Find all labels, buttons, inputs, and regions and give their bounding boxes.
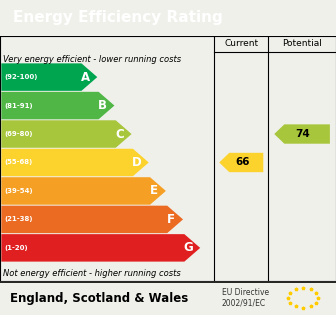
Text: E: E (150, 185, 158, 198)
Text: F: F (167, 213, 175, 226)
Polygon shape (1, 92, 115, 119)
Text: (39-54): (39-54) (4, 188, 33, 194)
Polygon shape (1, 206, 183, 233)
Text: Very energy efficient - lower running costs: Very energy efficient - lower running co… (3, 55, 181, 64)
Text: (81-91): (81-91) (4, 103, 33, 109)
Text: EU Directive
2002/91/EC: EU Directive 2002/91/EC (222, 288, 269, 307)
Text: G: G (183, 241, 193, 255)
Text: 66: 66 (235, 158, 250, 168)
Text: Potential: Potential (282, 39, 322, 49)
Text: (92-100): (92-100) (4, 74, 37, 80)
Polygon shape (1, 120, 132, 148)
Text: Not energy efficient - higher running costs: Not energy efficient - higher running co… (3, 269, 181, 278)
Text: A: A (81, 71, 90, 83)
Text: B: B (98, 99, 107, 112)
Polygon shape (1, 177, 166, 205)
Text: C: C (115, 128, 124, 140)
Text: 74: 74 (296, 129, 310, 139)
Text: (69-80): (69-80) (4, 131, 33, 137)
Polygon shape (1, 63, 97, 91)
Polygon shape (1, 149, 149, 176)
Text: (55-68): (55-68) (4, 159, 32, 165)
Polygon shape (274, 124, 330, 144)
Text: England, Scotland & Wales: England, Scotland & Wales (10, 292, 188, 305)
Polygon shape (219, 153, 263, 172)
Text: Current: Current (224, 39, 258, 49)
Text: (21-38): (21-38) (4, 216, 33, 222)
Text: Energy Efficiency Rating: Energy Efficiency Rating (13, 10, 223, 26)
Text: D: D (132, 156, 142, 169)
Text: (1-20): (1-20) (4, 245, 28, 251)
Polygon shape (1, 234, 200, 262)
